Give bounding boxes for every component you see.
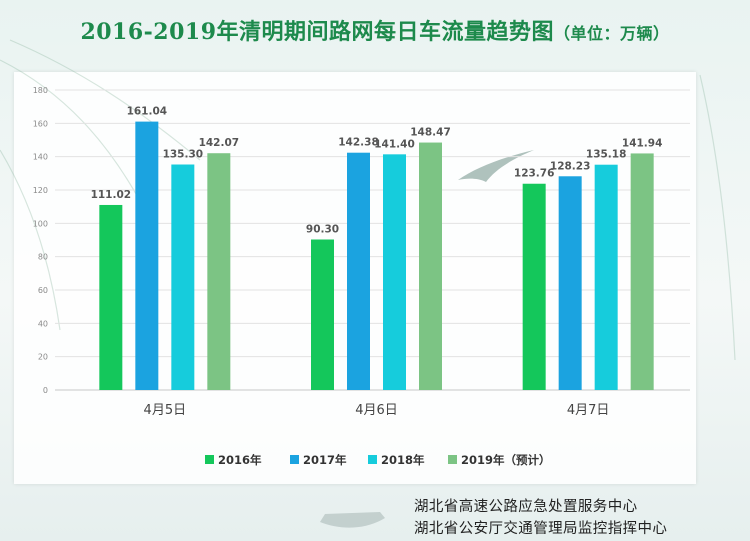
data-label: 135.30 [163,149,204,161]
footer-line-2: 湖北省公安厅交通管理局监控指挥中心 [414,521,668,537]
bar [558,176,582,390]
bar [347,152,370,390]
data-label: 142.38 [338,137,379,149]
legend: 2016年 2017年 2018年 2019年（预计） [205,453,551,467]
bar [99,204,123,390]
unit-label: （单位：万辆） [554,24,670,43]
y-tick-label: 80 [38,253,48,262]
data-label: 123.76 [514,168,555,180]
legend-label: 2019年（预计） [461,453,551,467]
bar [522,183,546,390]
bar [135,121,159,390]
data-label: 148.47 [410,127,451,139]
y-tick-label: 100 [33,219,48,228]
y-axis: 0 20 40 60 80 100 120 140 160 180 [33,86,48,395]
data-label: 141.40 [374,138,415,150]
chart-title: 2016-2019年清明期间路网每日车流量趋势图 [80,19,555,45]
data-label: 90.30 [306,224,339,236]
legend-label: 2016年 [218,453,262,467]
y-tick-label: 120 [33,186,48,195]
bar [207,153,231,390]
data-label: 141.94 [622,137,663,149]
y-tick-label: 180 [33,86,48,95]
bar [419,142,442,390]
legend-swatch [368,455,377,464]
y-tick-label: 0 [43,386,48,395]
legend-swatch [448,455,457,464]
y-tick-label: 60 [38,286,48,295]
legend-label: 2018年 [381,453,425,467]
y-tick-label: 40 [38,319,48,328]
footer-line-1: 湖北省高速公路应急处置服务中心 [414,499,638,515]
y-tick-label: 20 [38,353,48,362]
data-label: 111.02 [91,189,132,201]
legend-swatch [290,455,299,464]
data-label: 161.04 [127,106,168,118]
data-label: 135.18 [586,149,627,161]
boat-decoration [320,512,385,528]
bar [171,164,195,390]
grid-lines [55,89,690,391]
bar [594,164,618,390]
bar [630,153,654,390]
data-label: 128.23 [550,160,591,172]
swallow-decoration [458,150,534,182]
data-label: 142.07 [199,137,240,149]
x-tick-label: 4月5日 [144,403,187,418]
page-title: 2016-2019年清明期间路网每日车流量趋势图（单位：万辆） [0,14,750,46]
x-axis: 4月5日 4月6日 4月7日 [144,403,610,418]
y-tick-label: 160 [33,119,48,128]
legend-label: 2017年 [303,453,347,467]
legend-swatch [205,455,214,464]
y-tick-label: 140 [33,153,48,162]
x-tick-label: 4月6日 [355,403,398,418]
x-tick-label: 4月7日 [567,403,610,418]
willow-decoration [0,39,736,361]
bar [311,239,334,390]
bar [383,154,406,390]
